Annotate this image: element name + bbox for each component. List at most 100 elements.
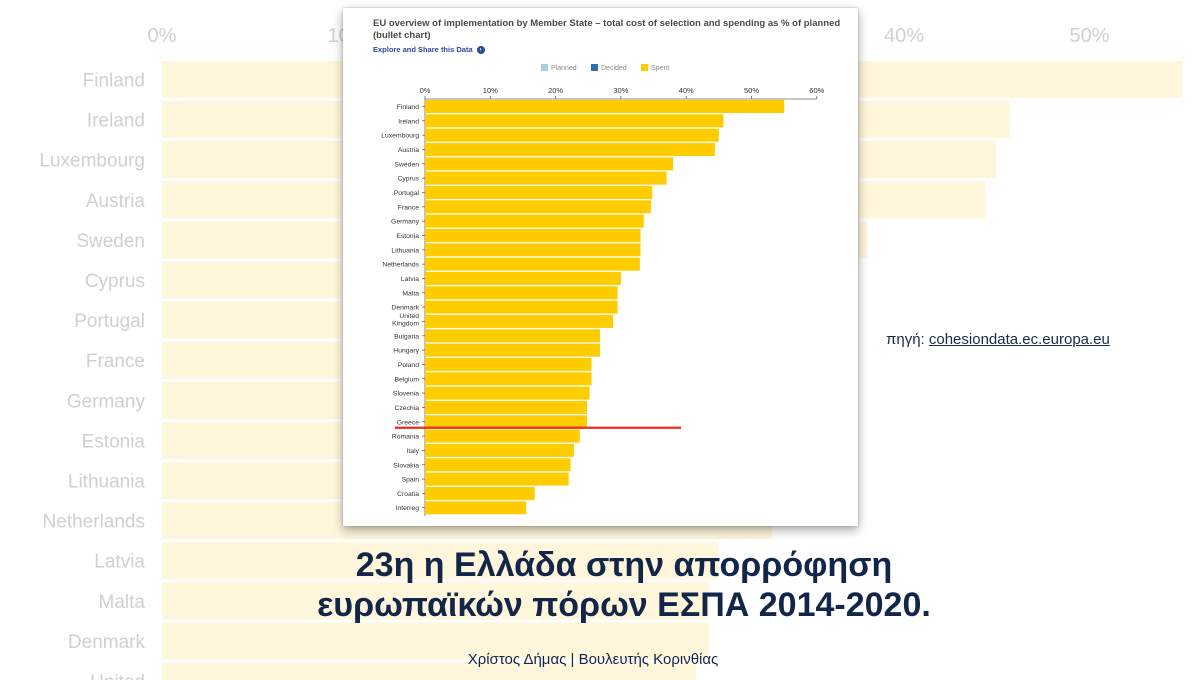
category-label: France	[398, 204, 419, 211]
x-tick-label: 30%	[613, 86, 628, 95]
category-label: Hungary	[393, 348, 419, 355]
category-label: Latvia	[401, 276, 419, 283]
category-label: Cyprus	[397, 176, 419, 183]
category-label: Czechia	[394, 405, 419, 412]
category-label: Netherlands	[382, 262, 419, 269]
bar-italy	[425, 443, 574, 457]
category-label: Croatia	[397, 491, 419, 498]
x-tick-label: 20%	[548, 86, 563, 95]
bar-portugal	[425, 185, 653, 199]
bg-category-label: Estonia	[82, 431, 146, 452]
legend-swatch-spent	[641, 64, 648, 71]
x-tick-label: 50%	[744, 86, 759, 95]
x-tick-label: 40%	[679, 86, 694, 95]
bar-france	[425, 200, 651, 214]
category-label: Ireland	[398, 118, 419, 125]
category-label: Sweden	[394, 161, 419, 168]
bar-luxembourg	[425, 128, 719, 142]
bg-category-label: Latvia	[94, 552, 145, 573]
bar-austria	[425, 142, 715, 156]
category-label: Malta	[402, 290, 419, 297]
category-label: Spain	[402, 477, 420, 484]
byline: Χρίστος Δήμας | Βουλευτής Κορινθίας	[467, 651, 719, 668]
bg-category-label: Ireland	[87, 111, 145, 132]
bar-poland	[425, 357, 592, 371]
bar-malta	[425, 286, 618, 300]
legend-label-spent: Spent	[651, 65, 669, 72]
bg-category-label: Luxembourg	[39, 151, 145, 172]
category-label: Austria	[398, 147, 419, 154]
headline-line-1: 23η η Ελλάδα στην απορρόφηση	[355, 546, 893, 584]
category-label: United Kingdom	[392, 313, 419, 328]
chart-title: EU overview of implementation by Member …	[373, 18, 841, 41]
bg-x-tick: 0%	[148, 25, 177, 47]
bar-hungary	[425, 343, 601, 357]
category-label: Poland	[398, 362, 419, 369]
category-label: Belgium	[394, 376, 419, 383]
bg-category-label: United	[90, 672, 145, 680]
bg-bar	[162, 582, 710, 620]
bar-spain	[425, 472, 569, 486]
category-label: Slovenia	[393, 391, 419, 398]
legend-swatch-decided	[591, 64, 598, 71]
bar-lithuania	[425, 243, 641, 257]
category-label: Slovakia	[393, 462, 419, 469]
bg-category-label: Austria	[86, 191, 146, 212]
category-label: Denmark	[391, 305, 419, 312]
bg-category-label: Lithuania	[68, 472, 146, 493]
category-label: Estonia	[396, 233, 419, 240]
bar-netherlands	[425, 257, 640, 271]
bar-romania	[425, 429, 580, 443]
bar-belgium	[425, 372, 592, 386]
bg-bar	[162, 622, 710, 660]
bg-category-label: Cyprus	[85, 271, 145, 292]
source-prefix: πηγή:	[886, 331, 929, 348]
bar-bulgaria	[425, 329, 601, 343]
x-tick-label: 10%	[483, 86, 498, 95]
bg-category-label: France	[86, 351, 145, 372]
bg-category-label: Netherlands	[43, 512, 145, 533]
explore-share-link[interactable]: Explore and Share this Data ›	[373, 45, 485, 55]
legend-label-decided: Decided	[601, 65, 627, 72]
bar-sweden	[425, 157, 674, 171]
bg-bar	[162, 542, 719, 580]
source-link[interactable]: cohesiondata.ec.europa.eu	[928, 331, 1110, 348]
category-label: Germany	[391, 219, 420, 226]
headline: 23η η Ελλάδα στην απορρόφηση ευρωπαϊκών …	[0, 545, 1200, 625]
category-label: Romania	[392, 434, 419, 441]
category-label: Finland	[397, 104, 420, 111]
category-label: Interreg	[396, 505, 420, 512]
bar-estonia	[425, 228, 641, 242]
category-label: Bulgaria	[394, 333, 419, 340]
legend-label-planned: Planned	[551, 65, 577, 72]
bar-cyprus	[425, 171, 667, 185]
bar-interreg	[425, 501, 527, 515]
chart-card: EU overview of implementation by Member …	[343, 8, 858, 526]
bg-category-label: Finland	[83, 71, 145, 92]
category-label: Greece	[397, 419, 420, 426]
explore-share-label: Explore and Share this Data	[373, 45, 473, 54]
bar-latvia	[425, 271, 621, 285]
bg-category-label: Denmark	[68, 632, 146, 653]
bg-category-label: Sweden	[76, 231, 145, 252]
bar-slovakia	[425, 458, 571, 472]
category-label: Portugal	[394, 190, 420, 197]
x-tick-label: 0%	[420, 86, 431, 95]
bg-category-label: Germany	[67, 391, 146, 412]
bar-greece	[425, 415, 587, 429]
arrow-right-icon: ›	[476, 46, 485, 55]
bar-finland	[425, 100, 785, 113]
legend-swatch-planned	[541, 64, 548, 71]
category-label: Italy	[407, 448, 420, 455]
bg-x-tick: 50%	[1069, 25, 1109, 47]
bar-germany	[425, 214, 644, 228]
headline-line-2: ευρωπαϊκών πόρων ΕΣΠΑ 2014-2020.	[317, 586, 931, 624]
bar-denmark	[425, 300, 618, 314]
category-label: Luxembourg	[381, 133, 419, 140]
bg-category-label: Portugal	[74, 311, 145, 332]
bar-czechia	[425, 400, 587, 414]
bar-slovenia	[425, 386, 590, 400]
bg-x-tick: 40%	[884, 25, 924, 47]
source-note: πηγή: cohesiondata.ec.europa.eu	[886, 331, 1110, 348]
bar-croatia	[425, 486, 535, 500]
